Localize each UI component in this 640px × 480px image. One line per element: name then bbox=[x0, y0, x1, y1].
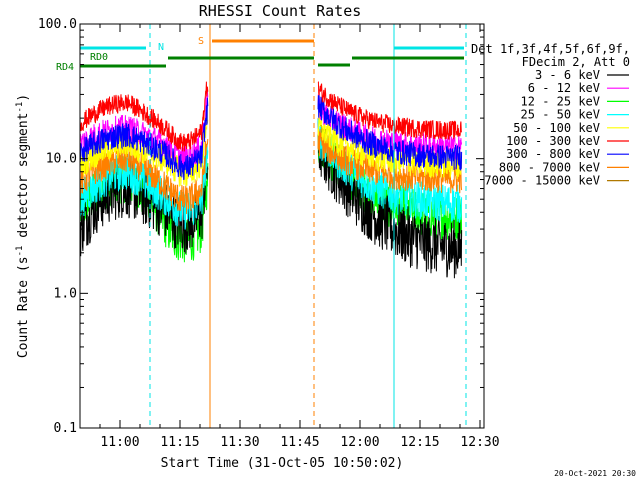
generated-timestamp: 20-Oct-2021 20:30 bbox=[554, 469, 636, 478]
series-line bbox=[317, 93, 463, 171]
legend-entry-label: 6 - 12 keV bbox=[528, 81, 600, 95]
series-layer bbox=[80, 81, 463, 279]
y-tick-label: 10.0 bbox=[46, 152, 77, 167]
rd4-label: RD4 bbox=[56, 62, 74, 73]
legend-entry-label: 300 - 800 keV bbox=[506, 147, 600, 161]
series-line bbox=[317, 81, 463, 140]
series-line bbox=[80, 146, 209, 257]
x-tick-label: 11:00 bbox=[100, 435, 139, 450]
y-tick-label: 100.0 bbox=[38, 17, 77, 32]
legend-entry-label: 12 - 25 keV bbox=[521, 94, 600, 108]
legend-entry-label: 800 - 7000 keV bbox=[499, 160, 600, 174]
legend-entry-label: 7000 - 15000 keV bbox=[484, 174, 600, 188]
series-line bbox=[317, 129, 463, 194]
y-axis-label-mid: detector segment bbox=[16, 113, 31, 246]
plot-frame bbox=[79, 23, 485, 429]
y-axis-label-main: Count Rate (s bbox=[16, 256, 31, 358]
y-axis-label-exp1: -1 bbox=[15, 246, 25, 257]
legend-header-line-1: Det 1f,3f,4f,5f,6f,9f, bbox=[471, 42, 630, 56]
y-axis-label-end: ) bbox=[16, 94, 31, 102]
x-axis: 11:00 11:15 11:30 11:45 12:00 12:15 12:30 bbox=[79, 24, 500, 450]
series-line bbox=[317, 118, 463, 279]
legend-entry-label: 100 - 300 keV bbox=[506, 134, 600, 148]
legend: Det 1f,3f,4f,5f,6f,9f, FDecim 2, Att 0 3… bbox=[471, 42, 630, 188]
rd0-label: RD0 bbox=[90, 52, 108, 63]
saa-label: S bbox=[198, 36, 204, 47]
y-axis-label: Count Rate (s-1 detector segment-1) bbox=[15, 94, 31, 358]
x-axis-label: Start Time (31-Oct-05 10:50:02) bbox=[161, 456, 404, 471]
x-tick-label: 12:00 bbox=[340, 435, 379, 450]
legend-entry-label: 25 - 50 keV bbox=[521, 108, 600, 122]
chart-title: RHESSI Count Rates bbox=[199, 2, 362, 20]
y-axis: 0.1 1.0 10.0 100.0 bbox=[38, 17, 484, 436]
y-axis-label-exp2: -1 bbox=[15, 102, 25, 113]
series-line bbox=[80, 81, 209, 152]
y-tick-label: 1.0 bbox=[54, 286, 77, 301]
y-tick-label: 0.1 bbox=[54, 421, 77, 436]
night-label: N bbox=[158, 42, 164, 53]
series-line bbox=[80, 97, 209, 181]
x-tick-label: 11:45 bbox=[280, 435, 319, 450]
legend-entry-label: 50 - 100 keV bbox=[513, 121, 600, 135]
legend-entry-label: 3 - 6 keV bbox=[535, 68, 600, 82]
x-tick-label: 12:15 bbox=[400, 435, 439, 450]
x-tick-label: 11:30 bbox=[220, 435, 259, 450]
x-tick-label: 11:15 bbox=[160, 435, 199, 450]
legend-header-line-2: FDecim 2, Att 0 bbox=[522, 55, 630, 69]
x-tick-label: 12:30 bbox=[460, 435, 499, 450]
